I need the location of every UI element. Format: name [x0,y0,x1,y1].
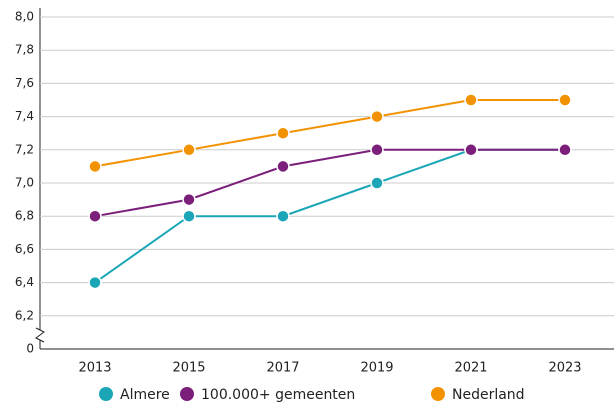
data-point [182,143,196,157]
x-tick-label: 2017 [266,361,299,376]
legend-marker [180,387,194,401]
data-point [370,143,384,157]
data-point [88,209,102,223]
data-point [182,192,196,207]
data-point [276,209,290,223]
x-tick-label: 2013 [78,361,111,376]
series-line [94,99,565,168]
legend-marker [431,387,445,401]
y-tick-label: 0 [26,342,34,356]
y-tick-label: 7,0 [15,176,34,190]
data-point [464,143,478,157]
data-point [464,93,478,107]
data-point [88,159,102,174]
data-point [370,176,384,190]
data-point [558,93,572,107]
data-point [88,275,102,290]
legend-label: 100.000+ gemeenten [201,387,355,403]
y-tick-label: 7,2 [15,142,34,156]
x-tick-label: 2021 [454,361,487,376]
y-tick-label: 7,4 [15,109,34,123]
data-point [182,209,196,223]
y-tick-label: 7,8 [15,43,34,57]
y-tick-label: 6,4 [15,275,34,289]
y-tick-label: 6,8 [15,209,34,223]
series-line [94,148,565,218]
legend-marker [99,387,113,401]
data-point [276,159,290,174]
axis-break [35,327,45,343]
x-tick-label: 2019 [360,361,393,376]
x-tick-label: 2015 [172,361,205,376]
data-point [370,109,384,124]
y-tick-label: 7,6 [15,76,34,90]
y-tick-label: 6,2 [15,308,34,322]
legend-label: Almere [120,387,170,403]
x-tick-label: 2023 [548,361,581,376]
data-point [558,143,572,157]
y-tick-label: 6,6 [15,242,34,256]
legend-label: Nederland [452,387,525,403]
y-tick-label: 8,0 [15,10,34,24]
data-point [276,126,290,140]
